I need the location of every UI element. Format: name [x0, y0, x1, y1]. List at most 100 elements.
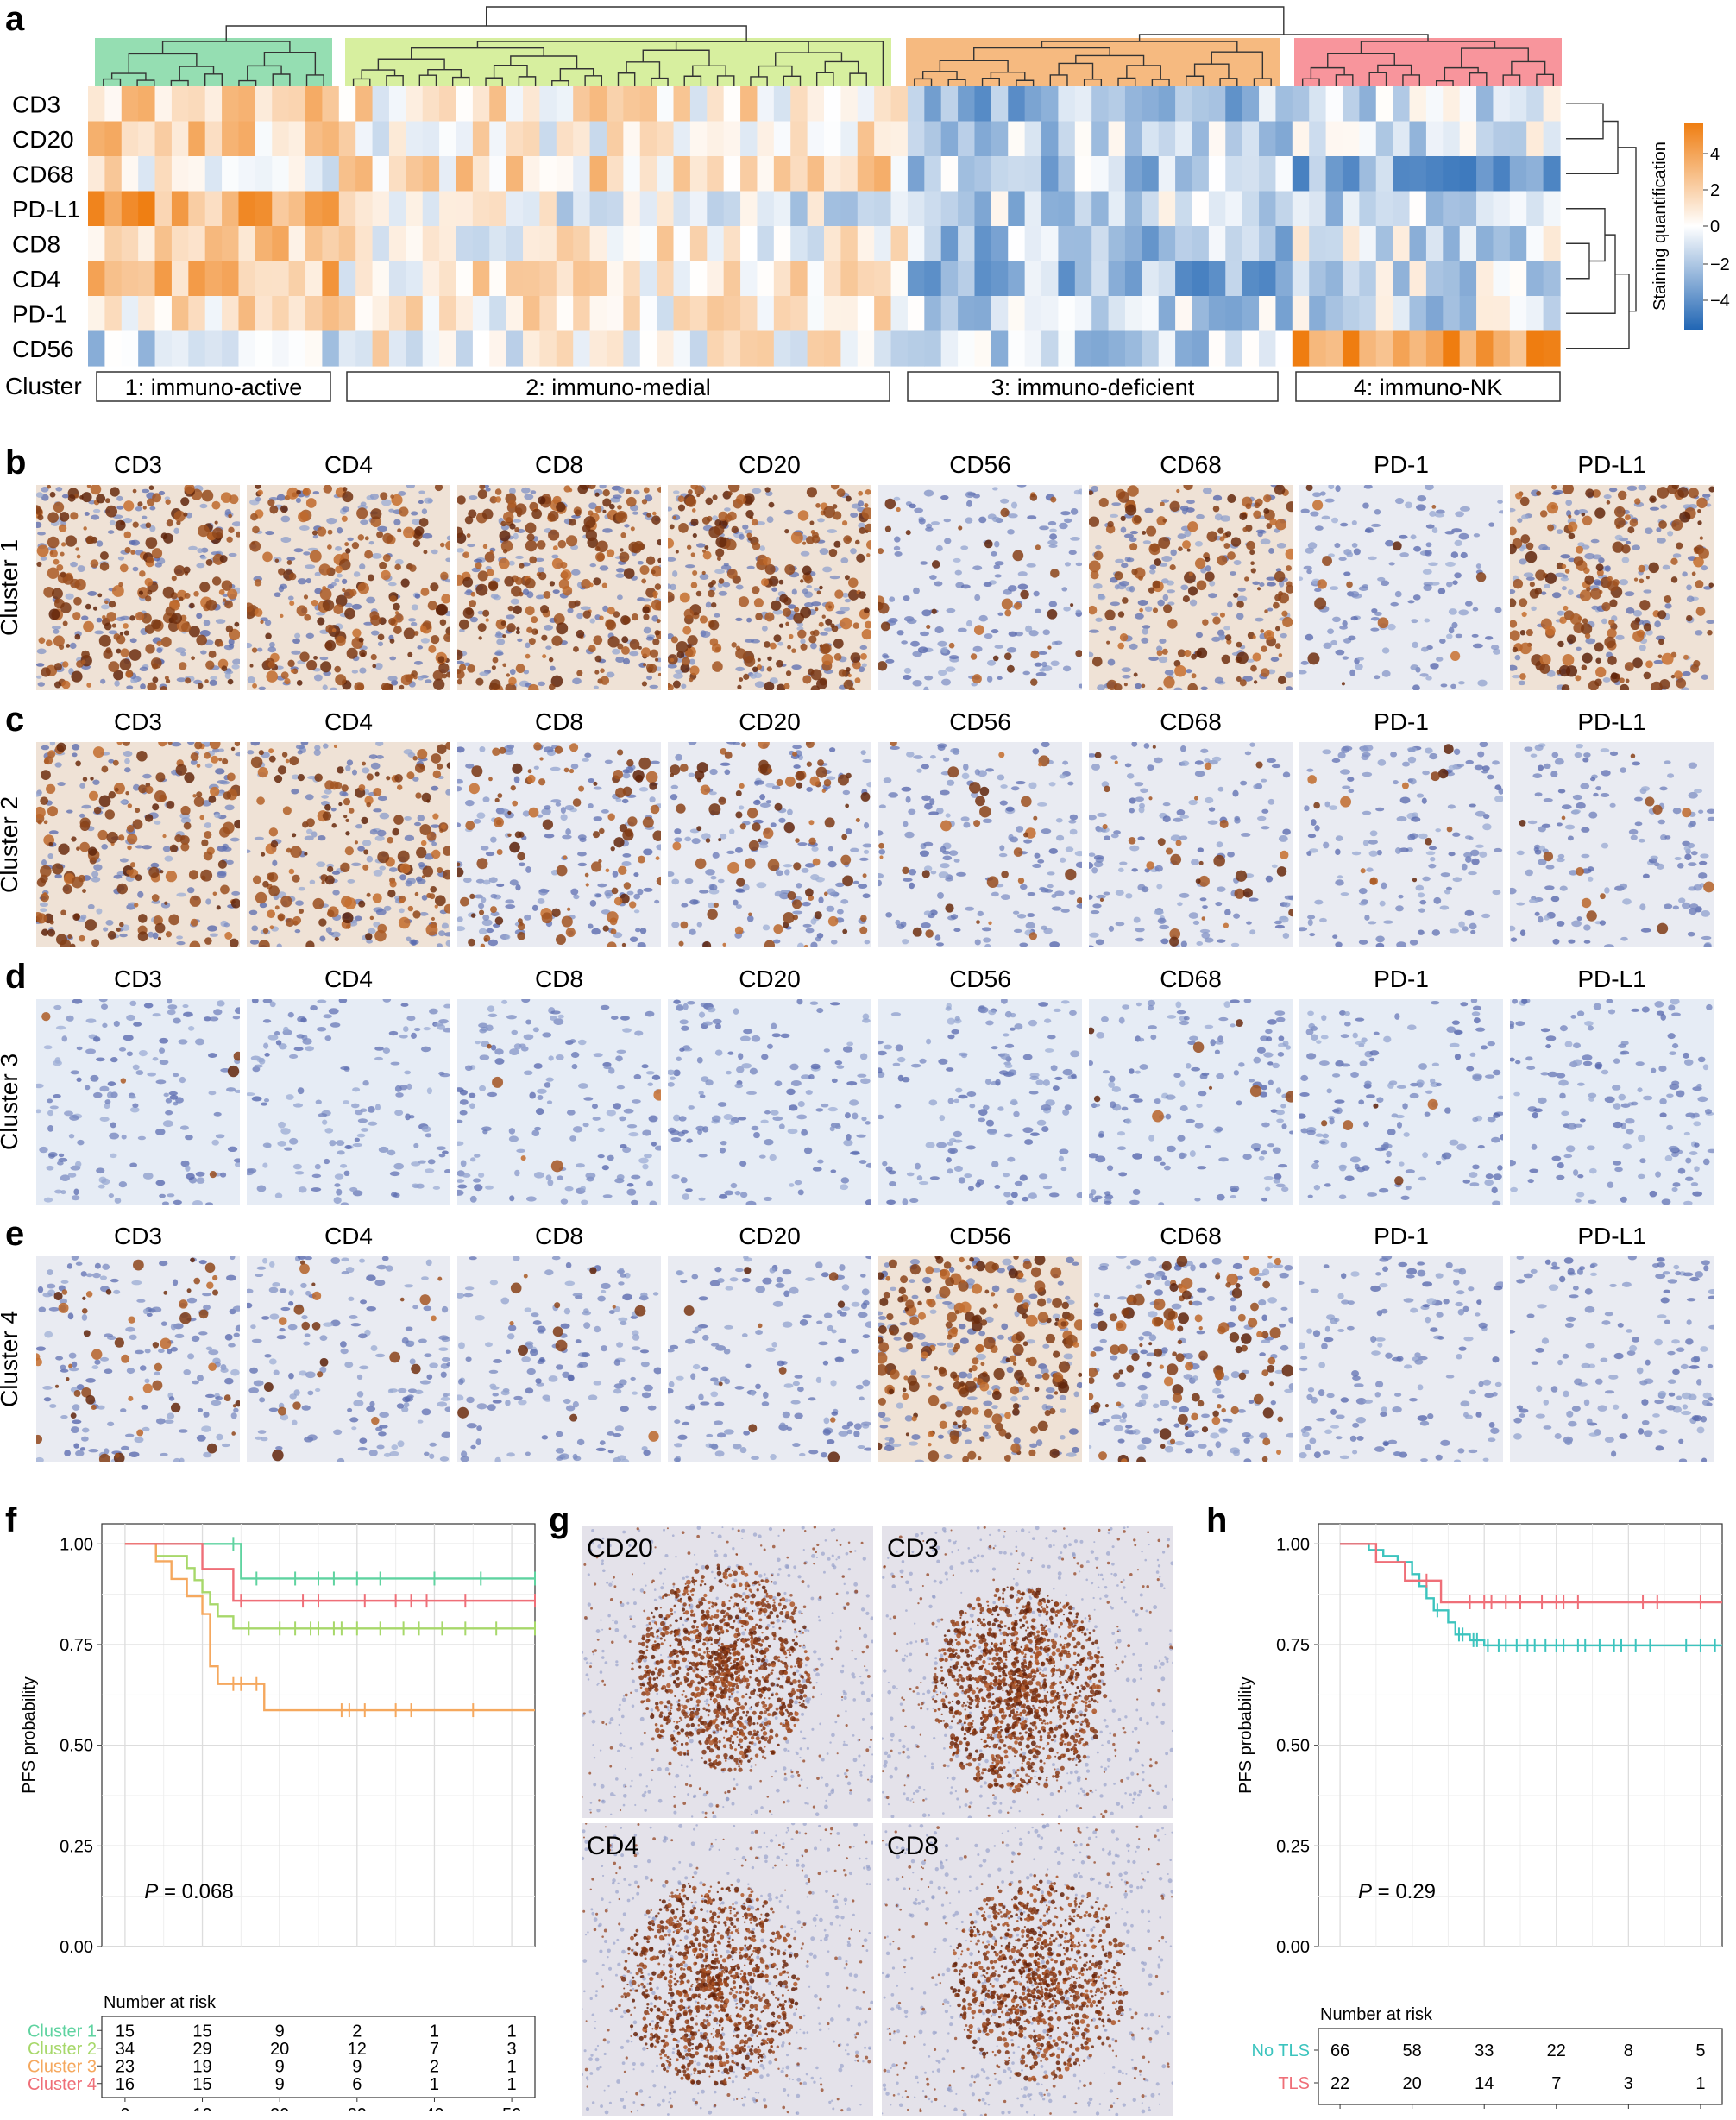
- stained-cell: [170, 845, 178, 852]
- heatmap-cell: [272, 331, 289, 367]
- stained-cell: [62, 661, 68, 667]
- heatmap-cell: [1343, 192, 1360, 227]
- nucleus: [81, 615, 88, 620]
- stained-cell: [1695, 580, 1704, 588]
- nucleus: [709, 884, 717, 890]
- stained-cell: [1158, 537, 1170, 549]
- nucleus: [840, 899, 848, 904]
- heatmap-cell: [640, 86, 657, 122]
- stained-cell: [783, 912, 794, 923]
- row-dendrogram-branch: [1618, 148, 1636, 311]
- heatmap-cell: [808, 156, 825, 192]
- stained-cell: [1249, 550, 1255, 555]
- nucleus: [1097, 827, 1103, 833]
- nucleus: [1208, 820, 1218, 824]
- stained-cell: [1274, 571, 1286, 582]
- stained-cell: [1252, 653, 1261, 662]
- nucleus: [1217, 841, 1223, 847]
- stained-cell: [337, 766, 343, 773]
- stain-title: CD56: [875, 450, 1085, 480]
- nucleus: [265, 620, 271, 626]
- nucleus: [405, 835, 414, 841]
- nucleus: [286, 557, 295, 561]
- nucleus: [1261, 809, 1268, 814]
- nucleus: [1109, 926, 1114, 932]
- heatmap-cell: [155, 86, 173, 122]
- stained-cell: [830, 623, 835, 628]
- nucleus: [316, 861, 325, 867]
- stained-cell: [1227, 551, 1236, 560]
- nucleus: [1395, 905, 1404, 911]
- nucleus: [1457, 764, 1465, 767]
- stained-cell: [722, 943, 726, 947]
- stained-cell: [586, 883, 589, 886]
- nucleus: [1409, 778, 1416, 784]
- heatmap-cell: [188, 261, 205, 297]
- nucleus: [901, 922, 907, 928]
- stained-cell: [940, 820, 952, 831]
- nucleus: [739, 805, 745, 809]
- nucleus: [1463, 852, 1472, 858]
- stained-cell: [1644, 672, 1651, 680]
- nucleus: [822, 567, 832, 573]
- heatmap-cell: [958, 122, 975, 157]
- stain-title: PD-L1: [1506, 450, 1717, 480]
- heatmap-cell: [1309, 296, 1326, 331]
- stained-cell: [1004, 609, 1011, 616]
- nucleus: [1163, 802, 1171, 806]
- stained-cell: [44, 820, 48, 824]
- stained-cell: [475, 584, 487, 596]
- nucleus: [931, 871, 937, 874]
- nucleus: [801, 551, 810, 557]
- stained-cell: [145, 814, 153, 821]
- stained-cell: [49, 920, 53, 924]
- stained-cell: [75, 547, 79, 550]
- nucleus: [1140, 788, 1148, 793]
- stained-cell: [687, 635, 697, 645]
- stained-cell: [945, 903, 953, 912]
- stained-cell: [560, 562, 567, 569]
- stained-cell: [998, 752, 1004, 758]
- stained-cell: [1547, 525, 1554, 532]
- stained-cell: [670, 525, 675, 530]
- heatmap-cell: [473, 86, 490, 122]
- stained-cell: [718, 838, 721, 841]
- nucleus: [352, 670, 358, 673]
- stained-cell: [222, 665, 228, 671]
- stained-cell: [555, 745, 563, 753]
- nucleus: [777, 642, 783, 646]
- stained-cell: [1250, 665, 1257, 672]
- nucleus: [199, 504, 207, 508]
- nucleus: [594, 787, 602, 790]
- nucleus: [1446, 634, 1453, 639]
- stained-cell: [393, 626, 402, 634]
- stained-cell: [693, 533, 697, 538]
- heatmap-cell: [1058, 86, 1075, 122]
- stained-cell: [695, 771, 704, 780]
- heatmap-cell: [1343, 226, 1360, 261]
- nucleus: [1632, 544, 1640, 550]
- nucleus: [670, 584, 676, 590]
- nucleus: [729, 828, 734, 834]
- nucleus: [1605, 565, 1611, 572]
- heatmap-cell: [322, 156, 339, 192]
- stained-cell: [158, 937, 161, 940]
- stained-cell: [116, 635, 126, 645]
- stained-cell: [824, 779, 832, 787]
- nucleus: [909, 883, 915, 889]
- stained-cell: [972, 674, 982, 683]
- stained-cell: [500, 521, 506, 527]
- stained-cell: [166, 801, 174, 809]
- nucleus: [1008, 834, 1013, 840]
- heatmap-cell: [1008, 192, 1025, 227]
- stained-cell: [739, 677, 743, 682]
- stained-cell: [423, 550, 427, 554]
- stained-cell: [1604, 637, 1615, 648]
- heatmap-cell: [489, 226, 506, 261]
- heatmap-cell: [155, 156, 173, 192]
- stained-cell: [680, 593, 690, 603]
- heatmap-cell: [1058, 226, 1075, 261]
- stained-cell: [1007, 665, 1015, 673]
- heatmap-cell: [138, 86, 155, 122]
- stained-cell: [133, 489, 137, 494]
